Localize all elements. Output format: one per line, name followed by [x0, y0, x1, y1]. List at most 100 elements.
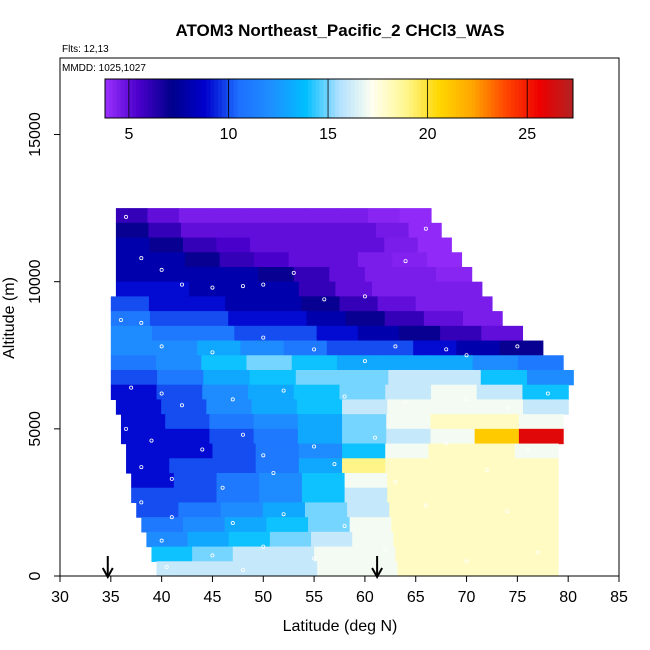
heatmap-cell [347, 502, 390, 518]
heatmap-cell [527, 369, 574, 386]
heatmap-cell [115, 208, 149, 224]
sample-point [179, 282, 184, 287]
heatmap-cell [474, 414, 520, 430]
colorbar-segment [335, 79, 340, 118]
heatmap-cell [317, 561, 358, 577]
heatmap-cell [385, 384, 432, 401]
heatmap-cell [462, 311, 503, 327]
heatmap-cell [428, 458, 473, 474]
colorbar-segment [151, 79, 157, 118]
sample-point [312, 556, 317, 561]
colorbar-segment [424, 79, 430, 118]
colorbar-tick-label: 5 [124, 126, 133, 143]
x-tick-label: 45 [204, 589, 222, 606]
heatmap-cells [110, 208, 574, 577]
y-tick-label: 15000 [27, 112, 44, 157]
colorbar-segment [124, 79, 129, 118]
heatmap-cell [515, 472, 559, 489]
heatmap-cell [216, 472, 260, 489]
heatmap-cell [386, 428, 432, 445]
heatmap-cell [266, 517, 309, 533]
heatmap-cell [323, 252, 359, 268]
heatmap-cell [115, 237, 151, 253]
colorbar-segment [210, 79, 215, 118]
heatmap-cell [388, 369, 436, 386]
latitude-arrows [101, 556, 383, 580]
sample-point [505, 509, 510, 514]
heatmap-cell [156, 355, 202, 371]
heatmap-cell [434, 531, 477, 548]
heatmap-cell [516, 531, 559, 548]
sample-point [271, 470, 276, 475]
heatmap-cell [224, 517, 267, 533]
colorbar-segment [428, 79, 434, 118]
heatmap-cell [307, 517, 351, 533]
colorbar-segment [354, 79, 359, 118]
heatmap-cell [225, 281, 263, 297]
sample-point [159, 344, 164, 349]
heatmap-cell [115, 281, 154, 297]
colorbar-segment [112, 79, 118, 118]
heatmap-cell [253, 428, 299, 445]
heatmap-cell [157, 369, 204, 386]
heatmap-cell [436, 546, 478, 562]
sample-point [362, 359, 367, 364]
heatmap-cell [437, 561, 479, 577]
colorbar-segment [327, 79, 332, 118]
sample-point [423, 226, 428, 231]
colorbar-segment [440, 79, 445, 118]
heatmap-cell [126, 458, 170, 474]
heatmap-cell [517, 355, 564, 371]
colorbar-segment [120, 79, 125, 118]
colorbar-segment [183, 79, 188, 118]
sample-point [261, 453, 266, 458]
x-tick-label: 50 [254, 589, 272, 606]
colorbar-segment [417, 79, 422, 118]
colorbar-segment [144, 79, 149, 118]
heatmap-cell [357, 325, 400, 342]
y-axis-label: Altitude (m) [1, 277, 18, 359]
colorbar-segment [487, 79, 492, 118]
heatmap-cell [349, 517, 392, 533]
heatmap-cell [219, 252, 255, 268]
heatmap-cell [206, 399, 253, 415]
heatmap-cell [385, 458, 430, 474]
heatmap-cell [376, 222, 410, 239]
heatmap-cell [429, 472, 474, 489]
heatmap-cell [245, 222, 280, 239]
heatmap-cell [259, 487, 303, 504]
heatmap-cell [367, 208, 401, 224]
heatmap-cell [250, 237, 285, 253]
heatmap-cell [165, 428, 210, 445]
heatmap-cell [336, 355, 383, 371]
heatmap-cell [387, 487, 431, 504]
colorbar-segment [175, 79, 180, 118]
heatmap-cell [192, 546, 234, 562]
sample-point [169, 515, 174, 520]
colorbar: 5 10 15 20 25 [104, 78, 574, 143]
heatmap-cell [301, 487, 346, 504]
sample-point [515, 344, 520, 349]
colorbar-segment [374, 79, 379, 118]
sample-point [139, 256, 144, 261]
colorbar-segment [534, 79, 539, 118]
colorbar-segment [385, 79, 391, 118]
colorbar-segment [545, 79, 551, 118]
heatmap-cell [475, 531, 518, 548]
heatmap-cell [384, 237, 419, 253]
colorbar-segment [206, 79, 211, 118]
x-tick-label: 85 [610, 589, 628, 606]
heatmap-cell [354, 546, 396, 562]
heatmap-cell [251, 399, 298, 415]
x-tick-label: 70 [458, 589, 476, 606]
colorbar-segment [475, 79, 480, 118]
colorbar-segment [463, 79, 469, 118]
heatmap-cell [193, 325, 235, 342]
heatmap-cell [316, 325, 359, 342]
colorbar-segment [514, 79, 519, 118]
colorbar-tick-label: 15 [319, 126, 337, 143]
colorbar-segment [276, 79, 281, 118]
heatmap-cell [225, 296, 264, 312]
heatmap-cell [472, 355, 519, 371]
heatmap-cell [518, 428, 564, 445]
